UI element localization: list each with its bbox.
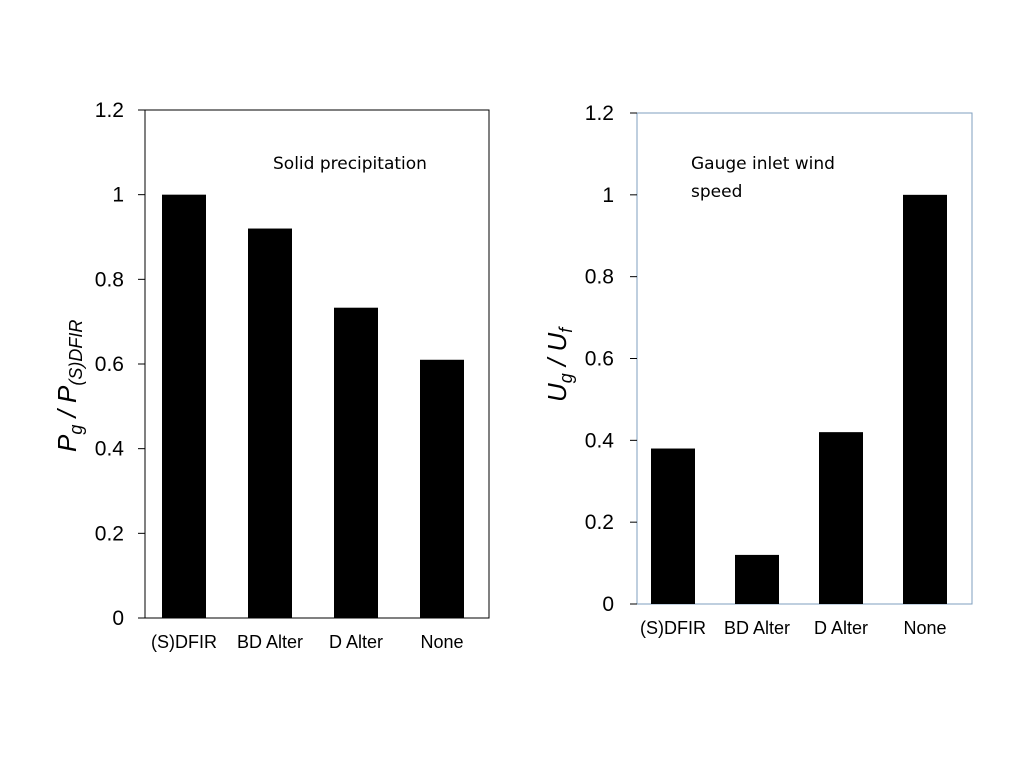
bar-s-dfir	[651, 448, 695, 604]
y-axis-label: Ug / Uf	[542, 326, 576, 402]
x-category-label: BD Alter	[237, 632, 303, 652]
bar-bd-alter	[735, 554, 779, 604]
bar-none	[903, 194, 947, 605]
y-tick-label: 1.2	[95, 99, 124, 122]
y-tick-label: 0.4	[585, 429, 615, 452]
wind-speed-chart: 0 0.2 0.4 0.6 0.8 1 1.2 (S)DFIR BD Alter D Alter…	[542, 102, 973, 638]
chart-annotation-line-1: Gauge inlet wind	[691, 154, 835, 174]
bar-d-alter	[334, 307, 378, 618]
y-tick-label: 1	[112, 184, 124, 207]
y-tick-label: 0.6	[585, 348, 614, 371]
chart-annotation: Solid precipitation	[273, 154, 427, 174]
y-tick-label: 0.2	[95, 522, 124, 545]
x-category-label: BD Alter	[724, 618, 790, 638]
x-axis-categories: (S)DFIR BD Alter D Alter None	[640, 618, 947, 638]
y-axis-ticks: 0 0.2 0.4 0.6 0.8 1 1.2	[95, 99, 145, 630]
y-tick-label: 1	[602, 184, 614, 207]
x-category-label: (S)DFIR	[640, 618, 706, 638]
y-tick-label: 1.2	[585, 102, 614, 125]
x-category-label: D Alter	[814, 618, 868, 638]
bars	[162, 194, 464, 619]
y-tick-label: 0.8	[95, 268, 124, 291]
y-tick-label: 0.4	[95, 438, 125, 461]
y-tick-label: 0	[602, 593, 614, 616]
x-category-label: None	[420, 632, 463, 652]
bar-none	[420, 359, 464, 618]
x-category-label: D Alter	[329, 632, 383, 652]
bar-bd-alter	[248, 228, 292, 619]
y-tick-label: 0	[112, 607, 124, 630]
y-tick-label: 0.6	[95, 353, 124, 376]
y-axis-label: Pg / P(S)DFIR	[52, 320, 86, 452]
y-tick-label: 0.2	[585, 511, 614, 534]
y-axis-ticks: 0 0.2 0.4 0.6 0.8 1 1.2	[585, 102, 637, 616]
x-category-label: None	[903, 618, 946, 638]
bar-s-dfir	[162, 194, 206, 618]
precipitation-chart: 0 0.2 0.4 0.6 0.8 1 1.2 (S)DFIR BD Alter D Alter…	[52, 99, 490, 652]
x-axis-categories: (S)DFIR BD Alter D Alter None	[151, 632, 464, 652]
bars	[651, 194, 947, 605]
x-category-label: (S)DFIR	[151, 632, 217, 652]
bar-d-alter	[819, 432, 863, 604]
chart-annotation-line-2: speed	[691, 182, 742, 202]
y-tick-label: 0.8	[585, 266, 614, 289]
